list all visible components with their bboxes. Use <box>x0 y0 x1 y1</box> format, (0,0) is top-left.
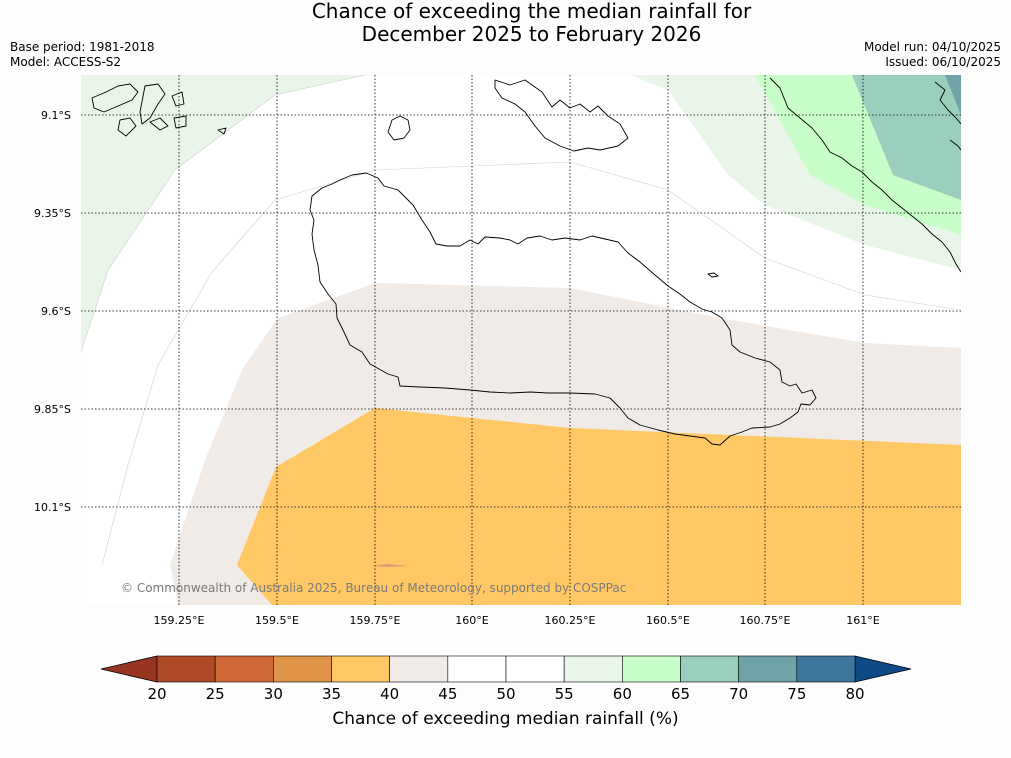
gridlines <box>81 75 961 605</box>
chart-title: Chance of exceeding the median rainfall … <box>0 0 1011 46</box>
colorbar-bin <box>505 655 565 683</box>
colorbar-under-arrow <box>100 655 158 683</box>
colorbar-tick-label: 50 <box>496 685 515 703</box>
small-islet-east <box>707 272 719 278</box>
lon-label: 160°E <box>455 614 488 627</box>
lon-label: 160.5°E <box>646 614 690 627</box>
colorbar-tick-label: 40 <box>380 685 399 703</box>
lon-label: 160.75°E <box>740 614 791 627</box>
colorbar-label: Chance of exceeding median rainfall (%) <box>332 709 679 729</box>
colorbar-bin <box>796 655 856 683</box>
title-line-2: December 2025 to February 2026 <box>361 22 702 46</box>
colorbar-bin <box>680 655 739 683</box>
colorbar-bins <box>156 655 856 683</box>
region-65-70-northeast <box>852 75 961 200</box>
colorbar-bin <box>563 655 623 683</box>
model-text: Model: ACCESS-S2 <box>10 55 122 69</box>
lat-label: 9.1°S <box>41 109 71 122</box>
colorbar-ticks: 20 25 30 35 40 45 50 55 60 65 70 75 80 <box>147 685 864 703</box>
colorbar-bin <box>447 655 507 683</box>
latitude-labels: 9.1°S 9.35°S 9.6°S 9.85°S 10.1°S <box>34 109 71 514</box>
small-islet-round <box>387 115 411 141</box>
colorbar-tick-label: 80 <box>845 685 864 703</box>
colorbar-bin <box>622 655 681 683</box>
region-70-75-northeast <box>945 75 961 115</box>
colorbar-tick-label: 25 <box>206 685 225 703</box>
colorbar-over-arrow <box>854 655 912 683</box>
colorbar-bin <box>273 655 332 683</box>
lon-label: 159.75°E <box>350 614 401 627</box>
island-main-coastline <box>309 172 817 446</box>
metadata-right: Model run: 04/10/2025 Issued: 06/10/2025 <box>864 40 1001 70</box>
colorbar-tick-label: 45 <box>438 685 457 703</box>
region-small-orange-patch <box>372 564 408 567</box>
issued-text: Issued: 06/10/2025 <box>885 55 1001 69</box>
lon-label: 159.25°E <box>154 614 205 627</box>
lat-label: 9.6°S <box>41 305 71 318</box>
base-period-text: Base period: 1981-2018 <box>10 40 155 54</box>
map-panel: © Commonwealth of Australia 2025, Bureau… <box>81 75 961 605</box>
lat-label: 9.85°S <box>34 403 71 416</box>
model-run-text: Model run: 04/10/2025 <box>863 40 1001 54</box>
colorbar-bin <box>738 655 798 683</box>
copyright-notice: © Commonwealth of Australia 2025, Bureau… <box>121 581 626 595</box>
lat-label: 10.1°S <box>34 501 71 514</box>
colorbar-bin <box>214 655 274 683</box>
lon-label: 161°E <box>846 614 879 627</box>
colorbar-tick-label: 65 <box>671 685 690 703</box>
colorbar-tick-label: 60 <box>613 685 632 703</box>
colorbar-tick-label: 55 <box>555 685 574 703</box>
colorbar: 20 25 30 35 40 45 50 55 60 65 70 75 80 <box>100 655 912 703</box>
colorbar-tick-label: 30 <box>264 685 283 703</box>
lon-label: 159.5°E <box>255 614 299 627</box>
metadata-left: Base period: 1981-2018 Model: ACCESS-S2 <box>10 40 155 70</box>
title-line-1: Chance of exceeding the median rainfall … <box>311 0 752 23</box>
longitude-labels: 159.25°E 159.5°E 159.75°E 160°E 160.25°E… <box>154 614 880 627</box>
lon-label: 160.25°E <box>545 614 596 627</box>
islands-northwest <box>91 83 227 137</box>
colorbar-tick-label: 70 <box>729 685 748 703</box>
colorbar-bin <box>331 655 390 683</box>
colorbar-bin <box>389 655 449 683</box>
region-55-60-northwest <box>81 75 365 352</box>
islands-north-centre <box>494 79 629 152</box>
coastline-northeast <box>769 77 961 273</box>
colorbar-tick-label: 35 <box>322 685 341 703</box>
region-35-40-south <box>237 408 961 605</box>
lat-label: 9.35°S <box>34 207 71 220</box>
colorbar-tick-label: 75 <box>787 685 806 703</box>
coastlines <box>91 77 961 446</box>
colorbar-tick-label: 20 <box>147 685 166 703</box>
colorbar-bin <box>156 655 216 683</box>
